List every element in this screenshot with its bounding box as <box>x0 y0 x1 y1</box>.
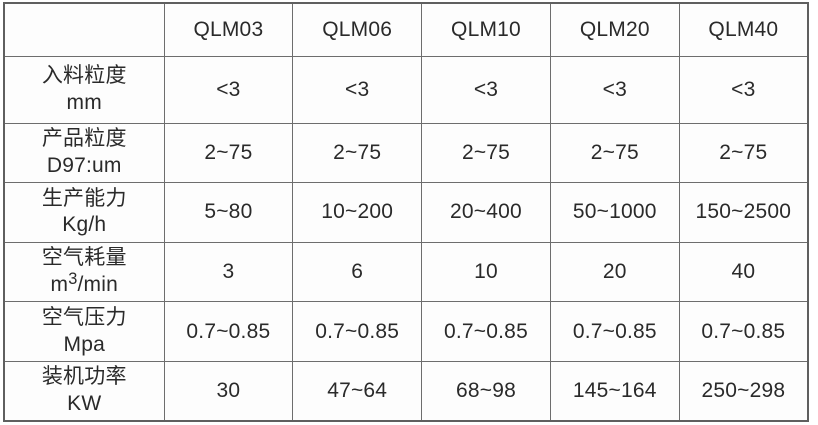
table-cell: 2~75 <box>421 122 551 184</box>
header-row: QLM03 QLM06 QLM10 QLM20 QLM40 <box>3 2 809 57</box>
row-label-line: 生产能力 <box>41 186 127 210</box>
row-label: 产品粒度 D97:um <box>3 122 165 184</box>
table-row: 生产能力 Kg/h 5~80 10~200 20~400 50~1000 150~2500 <box>3 182 809 243</box>
table-cell: 20 <box>549 241 680 303</box>
table-cell: 2~75 <box>292 122 423 184</box>
table-row: 装机功率 KW 30 47~64 68~98 145~164 250~298 <box>3 360 809 422</box>
table-cell: 40 <box>678 241 809 303</box>
table-cell: <3 <box>163 56 294 124</box>
table-row: 入料粒度 mm <3 <3 <3 <3 <3 <box>3 56 809 124</box>
table-cell: <3 <box>421 56 551 124</box>
table-cell: 47~64 <box>292 360 423 422</box>
row-label: 生产能力 Kg/h <box>3 182 165 243</box>
row-label-line: mm <box>66 90 102 114</box>
row-label-line: 空气压力 <box>41 305 127 329</box>
unit-suffix: /min <box>77 273 118 297</box>
column-header: QLM20 <box>549 2 680 57</box>
table-cell: 0.7~0.85 <box>421 301 551 362</box>
row-label-line: Kg/h <box>62 213 107 237</box>
table-cell: 0.7~0.85 <box>549 301 680 362</box>
table-cell: <3 <box>678 56 809 124</box>
row-label: 装机功率 KW <box>3 360 165 422</box>
spec-table-header: QLM03 QLM06 QLM10 QLM20 QLM40 <box>3 2 809 57</box>
column-header: QLM06 <box>292 2 423 57</box>
row-label-unit-line: m3/min <box>7 270 162 299</box>
table-cell: 2~75 <box>549 122 680 184</box>
table-cell: 10 <box>421 241 551 303</box>
table-cell: 0.7~0.85 <box>678 301 809 362</box>
table-cell: 2~75 <box>163 122 294 184</box>
row-label-line: 空气耗量 <box>41 246 127 270</box>
row-label-line: D97:um <box>46 153 122 177</box>
table-cell: 10~200 <box>292 182 423 243</box>
table-cell: 30 <box>163 360 294 422</box>
table-cell: <3 <box>292 56 423 124</box>
row-label-line: 产品粒度 <box>41 127 127 151</box>
column-header: QLM40 <box>678 2 809 57</box>
table-cell: 250~298 <box>678 360 809 422</box>
row-label-line: KW <box>67 391 102 415</box>
row-label-line: 装机功率 <box>41 365 127 389</box>
table-cell: 0.7~0.85 <box>163 301 294 362</box>
table-cell: 150~2500 <box>678 182 809 243</box>
spec-table-body: 入料粒度 mm <3 <3 <3 <3 <3 产品粒度 D97:um 2~75 2~75 2~75 2~… <box>3 56 809 422</box>
table-row: 空气耗量 m3/min 3 6 10 20 40 <box>3 241 809 303</box>
row-label: 空气压力 Mpa <box>3 301 165 362</box>
table-cell: 145~164 <box>549 360 680 422</box>
table-cell: 6 <box>292 241 423 303</box>
table-cell: 68~98 <box>421 360 551 422</box>
row-label-line: 入料粒度 <box>41 63 127 87</box>
column-header: QLM03 <box>163 2 294 57</box>
corner-cell <box>3 2 165 57</box>
row-label: 入料粒度 mm <box>3 56 165 124</box>
column-header: QLM10 <box>421 2 551 57</box>
spec-table: QLM03 QLM06 QLM10 QLM20 QLM40 入料粒度 mm <3 <3 <3 <3… <box>3 2 809 422</box>
row-label: 空气耗量 m3/min <box>3 241 165 303</box>
table-cell: 0.7~0.85 <box>292 301 423 362</box>
table-row: 空气压力 Mpa 0.7~0.85 0.7~0.85 0.7~0.85 0.7~0.85 0… <box>3 301 809 362</box>
table-cell: 2~75 <box>678 122 809 184</box>
table-cell: 50~1000 <box>549 182 680 243</box>
row-label-line: Mpa <box>63 332 105 356</box>
spec-table-container: QLM03 QLM06 QLM10 QLM20 QLM40 入料粒度 mm <3 <3 <3 <3… <box>3 2 809 422</box>
unit-superscript: 3 <box>68 270 78 289</box>
table-cell: 3 <box>163 241 294 303</box>
table-cell: <3 <box>549 56 680 124</box>
unit-prefix: m <box>50 273 69 297</box>
table-cell: 5~80 <box>163 182 294 243</box>
table-cell: 20~400 <box>421 182 551 243</box>
table-row: 产品粒度 D97:um 2~75 2~75 2~75 2~75 2~75 <box>3 122 809 184</box>
